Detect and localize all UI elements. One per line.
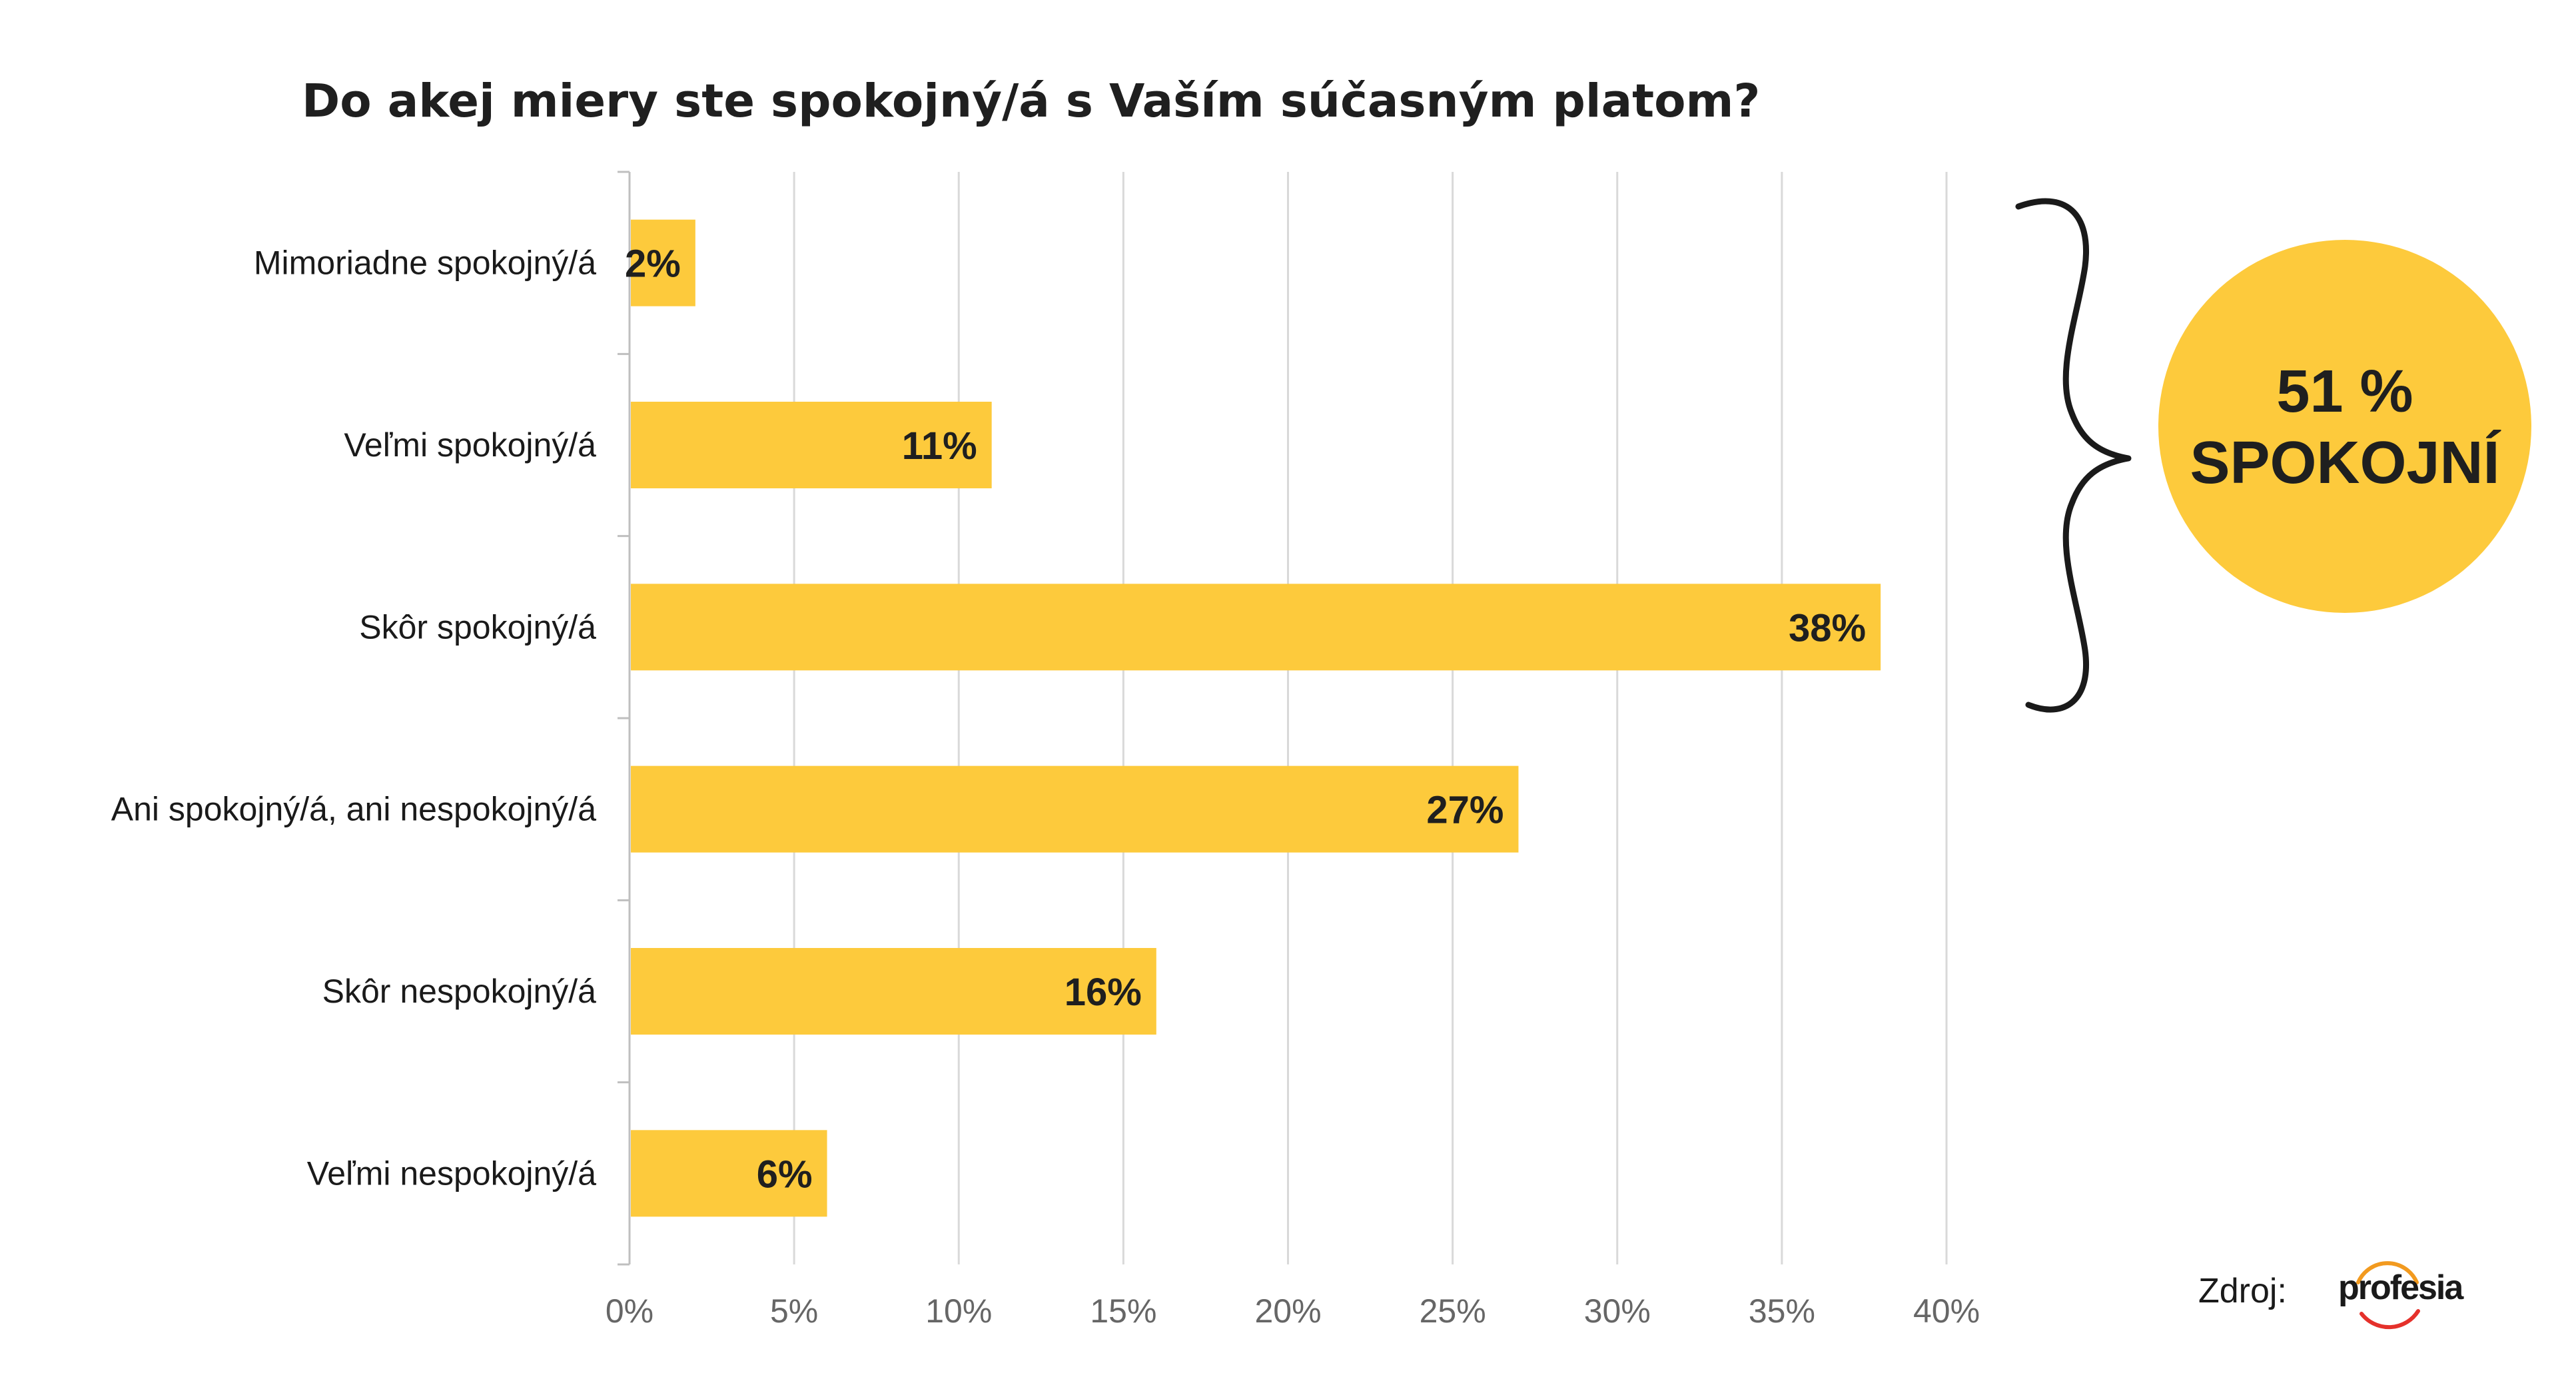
x-tick-labels: 0% 5% 10% 15% 20% 25% 30% 35% 40% [606,1292,1980,1330]
data-label: 27% [1426,789,1503,832]
callout-label: SPOKOJNÍ [2190,429,2501,496]
callout-percentage: 51 % [2276,358,2413,425]
category-label: Skôr nespokojný/á [322,973,597,1010]
data-label: 11% [902,424,977,468]
x-tick-label: 30% [1584,1292,1651,1330]
bars [631,219,1881,1217]
category-label: Skôr spokojný/á [359,608,596,646]
data-label: 6% [757,1153,813,1196]
bar [631,1130,827,1217]
bar [631,765,1519,853]
data-label: 16% [1065,971,1142,1014]
category-label: Veľmi nespokojný/á [307,1155,596,1192]
x-tick-label: 40% [1913,1292,1980,1330]
data-label: 2% [625,242,681,286]
category-label: Veľmi spokojný/á [344,426,596,464]
data-label: 38% [1789,606,1866,650]
category-label: Mimoriadne spokojný/á [254,244,596,282]
chart-title: Do akej miery ste spokojný/á s Vaším súč… [302,75,1760,128]
x-tick-label: 5% [770,1292,818,1330]
profesia-logo-icon: profesia [2338,1261,2465,1330]
right-curly-brace-icon [2015,198,2132,713]
x-tick-label: 15% [1090,1292,1156,1330]
x-tick-label: 20% [1254,1292,1321,1330]
bar [631,402,992,488]
x-tick-label: 25% [1420,1292,1486,1330]
category-label: Ani spokojný/á, ani nespokojný/á [111,791,596,828]
x-tick-label: 10% [925,1292,992,1330]
x-tick-label: 35% [1749,1292,1815,1330]
bar [631,219,695,306]
axes [618,171,631,1266]
callout-circle [2158,240,2531,613]
bar [631,948,1156,1035]
source-label: Zdroj: [2198,1272,2287,1310]
category-labels: Mimoriadne spokojný/á Veľmi spokojný/á Skô… [111,244,596,1192]
logo-wordmark: profesia [2338,1268,2464,1307]
grid-lines [793,172,1948,1264]
data-labels: 2% 11% 38% 27% 16% 6% [625,242,1866,1196]
bar [631,584,1881,671]
x-tick-label: 0% [606,1292,653,1330]
